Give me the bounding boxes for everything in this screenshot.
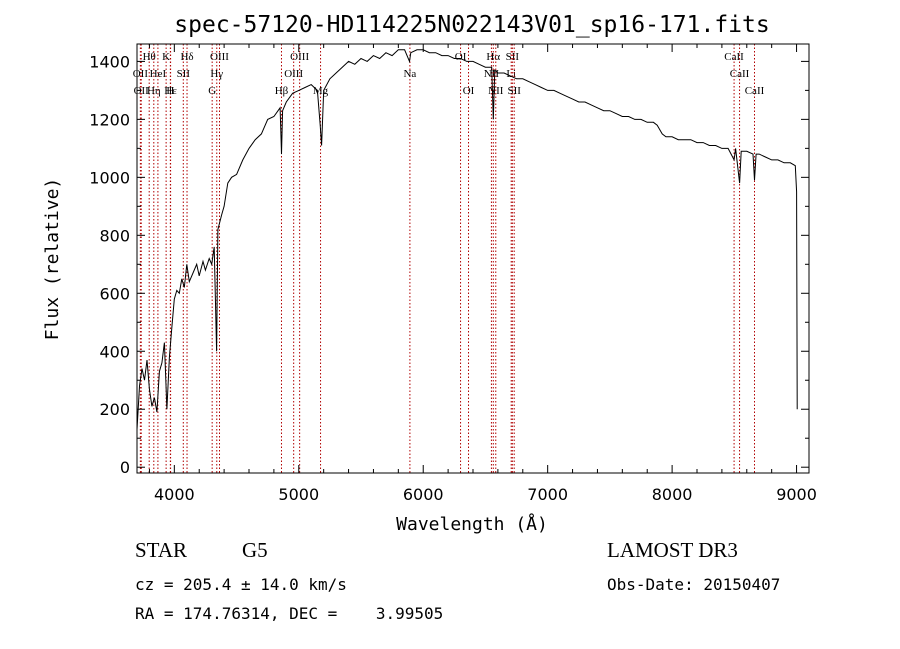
x-tick-label: 5000 [278, 485, 319, 504]
line-marker-label: OI [455, 51, 467, 63]
line-markers: OIIOIIHθHηHeIKHHεSIIHδGHγOIIIHβOIIIOIIIM… [133, 44, 765, 473]
line-marker-label: Li [506, 68, 516, 80]
line-marker-label: NII [488, 85, 504, 97]
line-marker-label: OII [133, 68, 149, 80]
line-marker-label: Hη [147, 85, 161, 97]
line-marker-label: Hδ [180, 51, 193, 63]
x-tick-label: 9000 [776, 485, 817, 504]
survey-name: LAMOST DR3 [607, 538, 738, 562]
observation-date: Obs-Date: 20150407 [607, 575, 781, 594]
plot-frame [136, 43, 810, 474]
y-tick-label: 800 [99, 226, 130, 245]
line-marker-label: G [208, 85, 216, 97]
x-tick-label: 8000 [652, 485, 693, 504]
line-marker-label: Hβ [275, 85, 289, 97]
line-marker-label: HeI [150, 68, 167, 80]
y-axis-label: Flux (relative) [42, 178, 63, 341]
line-marker-label: CaII [745, 85, 765, 97]
x-tick-label: 4000 [154, 485, 195, 504]
y-tick-label: 400 [99, 342, 130, 361]
line-marker-label: Mg [313, 85, 329, 97]
object-class: STAR [135, 538, 187, 562]
line-marker-label: CaII [730, 68, 750, 80]
chart-title: spec-57120-HD114225N022143V01_sp16-171.f… [174, 12, 769, 38]
x-tick-label: 6000 [403, 485, 444, 504]
spectrum-line [136, 49, 798, 430]
line-marker-label: Na [403, 68, 416, 80]
y-tick-label: 1000 [89, 168, 130, 187]
y-tick-label: 0 [120, 458, 130, 477]
object-subclass: G5 [242, 538, 268, 562]
y-axis-ticks: 0 200 400 600 800 1000 1200 1400 [89, 52, 809, 477]
line-marker-label: Hγ [210, 68, 223, 80]
line-marker-label: OIII [284, 68, 303, 80]
y-tick-label: 200 [99, 400, 130, 419]
line-marker-label: OIII [210, 51, 229, 63]
x-tick-label: 7000 [527, 485, 568, 504]
line-marker-label: SII [506, 51, 520, 63]
line-marker-label: K [162, 51, 170, 63]
redshift-cz: cz = 205.4 ± 14.0 km/s [135, 575, 347, 594]
ra-dec: RA = 174.76314, DEC = 3.99505 [135, 604, 444, 623]
line-marker-label: Hε [164, 85, 177, 97]
line-marker-label: SII [177, 68, 191, 80]
line-marker-label: OIII [290, 51, 309, 63]
line-marker-label: CaII [724, 51, 744, 63]
y-tick-label: 1400 [89, 52, 130, 71]
x-axis-label: Wavelength (Å) [396, 513, 548, 535]
y-tick-label: 600 [99, 284, 130, 303]
line-marker-label: Hα [486, 51, 500, 63]
x-axis-ticks: 4000 5000 6000 7000 8000 9000 [148, 44, 817, 504]
y-tick-label: 1200 [89, 110, 130, 129]
line-marker-label: OI [463, 85, 475, 97]
line-marker-label: SII [507, 85, 521, 97]
line-marker-label: Hθ [143, 51, 156, 63]
